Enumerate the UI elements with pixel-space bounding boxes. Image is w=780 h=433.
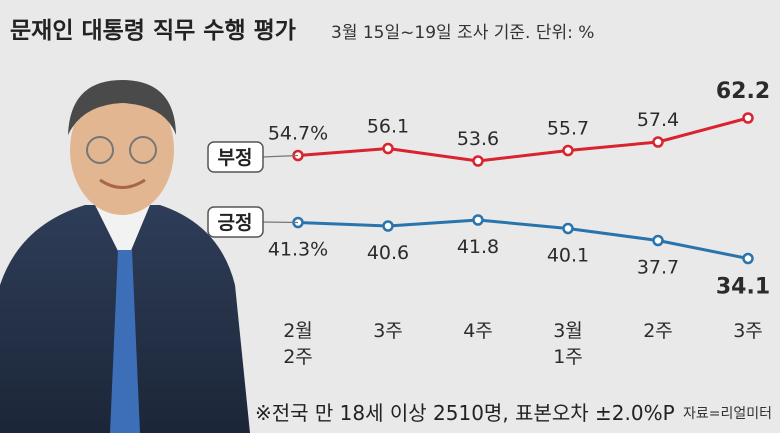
data-label: 41.8 bbox=[457, 236, 499, 258]
data-point bbox=[652, 234, 664, 247]
portrait-photo bbox=[0, 80, 250, 433]
x-tick-label: 2월 bbox=[283, 320, 313, 342]
legend-tag-box bbox=[207, 206, 264, 238]
data-point bbox=[742, 252, 754, 265]
data-point bbox=[742, 112, 754, 124]
chart-title: 문재인 대통령 직무 수행 평가 bbox=[10, 18, 296, 44]
source-note: 자료=리얼미터 bbox=[683, 406, 772, 422]
data-label: 56.1 bbox=[367, 116, 409, 138]
x-tick-label: 3주 bbox=[733, 320, 763, 342]
data-point bbox=[382, 142, 394, 155]
x-tick-label: 1주 bbox=[553, 346, 583, 368]
data-label: 37.7 bbox=[637, 257, 679, 279]
data-point bbox=[652, 136, 664, 148]
chart-subtitle: 3월 15일~19일 조사 기준. 단위: % bbox=[331, 23, 594, 43]
legend-connector bbox=[261, 154, 299, 158]
data-label: 40.6 bbox=[367, 242, 409, 264]
series-line-positive bbox=[297, 218, 749, 260]
data-label: 55.7 bbox=[547, 118, 589, 140]
footnote: ※전국 만 18세 이상 2510명, 표본오차 ±2.0%P bbox=[255, 401, 675, 425]
legend-connector bbox=[261, 221, 299, 224]
data-label: 54.7% bbox=[268, 123, 328, 145]
x-tick-label: 2주 bbox=[643, 320, 673, 342]
x-tick-label: 3주 bbox=[373, 320, 403, 342]
data-point bbox=[382, 220, 394, 232]
legend-label: 부정 bbox=[218, 147, 253, 169]
data-label: 41.3% bbox=[268, 239, 328, 261]
x-tick-label: 4주 bbox=[463, 320, 493, 342]
data-point bbox=[562, 144, 574, 157]
data-label: 53.6 bbox=[457, 128, 499, 150]
data-label: 57.4 bbox=[637, 109, 679, 131]
data-label: 62.2 bbox=[716, 79, 770, 104]
data-label: 40.1 bbox=[547, 245, 589, 267]
legend-tag-box bbox=[207, 141, 264, 173]
x-tick-label: 3월 bbox=[553, 320, 583, 342]
data-point bbox=[472, 155, 484, 167]
data-point bbox=[562, 222, 574, 235]
data-point bbox=[472, 214, 484, 226]
x-tick-label: 2주 bbox=[283, 346, 313, 368]
series-line-negative bbox=[297, 116, 749, 163]
legend-label: 긍정 bbox=[218, 212, 253, 234]
data-label: 34.1 bbox=[716, 275, 770, 300]
